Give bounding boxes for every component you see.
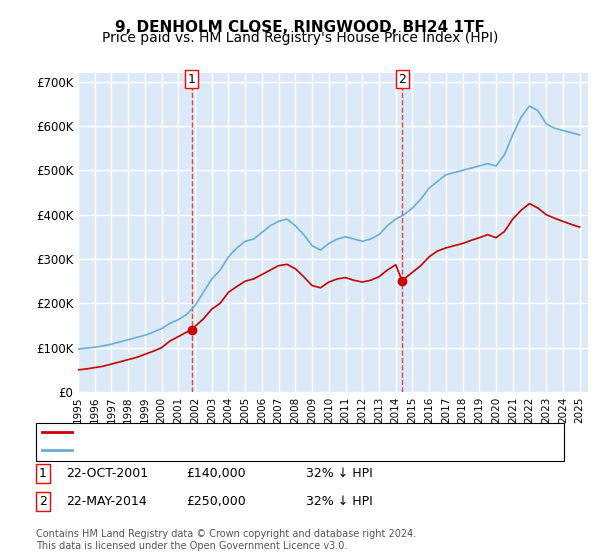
Text: 9, DENHOLM CLOSE, RINGWOOD, BH24 1TF: 9, DENHOLM CLOSE, RINGWOOD, BH24 1TF	[115, 20, 485, 35]
Text: 32% ↓ HPI: 32% ↓ HPI	[306, 494, 373, 508]
Text: HPI: Average price, detached house, New Forest: HPI: Average price, detached house, New …	[78, 445, 346, 455]
Text: 22-MAY-2014: 22-MAY-2014	[66, 494, 147, 508]
Text: £250,000: £250,000	[186, 494, 246, 508]
Text: 22-OCT-2001: 22-OCT-2001	[66, 466, 148, 480]
Text: 2: 2	[39, 494, 47, 508]
Text: 1: 1	[39, 466, 47, 480]
Text: 2: 2	[398, 73, 406, 86]
Text: 9, DENHOLM CLOSE, RINGWOOD, BH24 1TF (detached house): 9, DENHOLM CLOSE, RINGWOOD, BH24 1TF (de…	[78, 427, 424, 437]
Text: 32% ↓ HPI: 32% ↓ HPI	[306, 466, 373, 480]
Text: Contains HM Land Registry data © Crown copyright and database right 2024.
This d: Contains HM Land Registry data © Crown c…	[36, 529, 416, 551]
Text: 1: 1	[188, 73, 196, 86]
Text: £140,000: £140,000	[186, 466, 245, 480]
Text: Price paid vs. HM Land Registry's House Price Index (HPI): Price paid vs. HM Land Registry's House …	[102, 31, 498, 45]
